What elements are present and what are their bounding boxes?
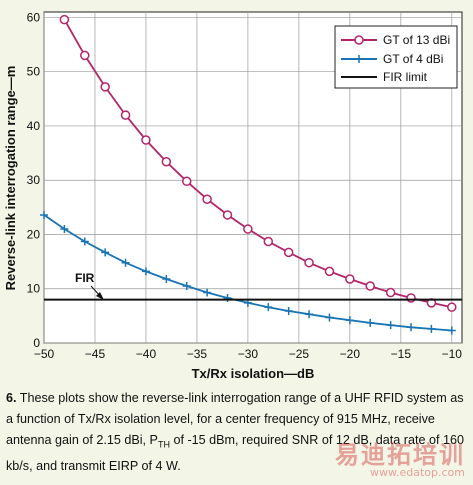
legend-label-gt4: GT of 4 dBi xyxy=(383,52,443,66)
data-point-gt4 xyxy=(447,326,456,335)
legend-marker-gt13 xyxy=(354,35,364,45)
data-point-gt4 xyxy=(284,306,293,315)
x-tick-label: −35 xyxy=(187,347,208,361)
legend-label-fir: FIR limit xyxy=(383,70,428,84)
data-point-gt13 xyxy=(324,266,335,277)
data-point-gt4 xyxy=(101,248,110,257)
data-point-gt13 xyxy=(385,287,396,298)
x-tick-label: −20 xyxy=(340,347,361,361)
data-point-gt4 xyxy=(386,321,395,330)
x-tick-label: −40 xyxy=(136,347,157,361)
y-tick-label: 20 xyxy=(27,227,41,241)
data-point-gt4 xyxy=(203,288,212,297)
data-point-gt13 xyxy=(80,50,90,61)
data-point-gt13 xyxy=(202,194,212,204)
y-axis-label: Reverse-link interrogation range—m xyxy=(3,66,18,291)
fir-arrow-head xyxy=(96,292,104,300)
data-point-gt4 xyxy=(427,324,436,333)
data-point-gt4 xyxy=(141,267,150,276)
data-point-gt4 xyxy=(80,237,89,246)
legend: GT of 13 dBi GT of 4 dBi FIR limit xyxy=(334,25,458,89)
tick-labels: −50 −45 −40 −35 −30 −25 −20 −15 −10 0 10 20 30 40 50 60 xyxy=(27,10,463,361)
fir-annotation: FIR xyxy=(75,271,104,300)
legend-label-gt13: GT of 13 dBi xyxy=(383,33,450,47)
data-point-gt4 xyxy=(366,318,375,327)
data-point-gt13 xyxy=(100,82,110,92)
data-point-gt13 xyxy=(365,281,375,291)
series-layer xyxy=(40,14,462,335)
data-point-gt4 xyxy=(223,293,232,302)
fir-label: FIR xyxy=(75,271,95,285)
caption-text-2: of -15 dBm, required SNR of 12 dB, data … xyxy=(6,433,464,473)
data-point-gt4 xyxy=(325,313,334,322)
data-point-gt4 xyxy=(40,210,48,219)
data-point-gt4 xyxy=(305,310,314,319)
y-tick-label: 50 xyxy=(27,65,41,79)
caption-text-1: These plots show the reverse-link interr… xyxy=(6,391,464,447)
figure-number: 6. xyxy=(6,391,17,405)
x-axis-label: Tx/Rx isolation—dB xyxy=(192,366,315,381)
y-tick-label: 0 xyxy=(33,336,40,350)
chart: −50 −45 −40 −35 −30 −25 −20 −15 −10 0 10 20 30 40 50 60… xyxy=(3,10,463,381)
figure-caption: 6. These plots show the reverse-link int… xyxy=(6,388,464,477)
data-point-gt13 xyxy=(161,157,172,167)
x-tick-label: −45 xyxy=(85,347,106,361)
data-point-gt4 xyxy=(121,258,130,267)
data-point-gt4 xyxy=(182,282,191,291)
data-point-gt13 xyxy=(181,176,192,187)
y-tick-label: 10 xyxy=(27,282,41,296)
x-tick-label: −50 xyxy=(34,347,55,361)
data-point-gt4 xyxy=(264,303,273,312)
data-point-gt13 xyxy=(406,293,416,303)
data-point-gt4 xyxy=(345,316,354,325)
data-point-gt4 xyxy=(407,323,416,332)
data-point-gt13 xyxy=(447,302,457,312)
data-point-gt13 xyxy=(304,257,314,268)
x-tick-label: −10 xyxy=(442,347,463,361)
y-tick-label: 40 xyxy=(27,119,41,133)
caption-subscript: TH xyxy=(157,439,170,450)
data-point-gt13 xyxy=(59,14,70,25)
data-point-gt13 xyxy=(243,224,253,234)
x-tick-label: −30 xyxy=(238,347,259,361)
data-point-gt13 xyxy=(141,135,151,145)
y-tick-label: 30 xyxy=(27,173,41,187)
x-tick-label: −15 xyxy=(391,347,412,361)
data-point-gt13 xyxy=(345,274,355,284)
data-point-gt13 xyxy=(283,247,294,258)
y-tick-label: 60 xyxy=(27,10,41,24)
data-point-gt4 xyxy=(162,274,171,283)
data-point-gt4 xyxy=(60,225,69,234)
data-point-gt13 xyxy=(222,210,233,220)
data-point-gt13 xyxy=(263,236,274,247)
x-tick-label: −25 xyxy=(289,347,310,361)
data-point-gt13 xyxy=(120,110,131,120)
legend-marker-gt4 xyxy=(355,55,363,63)
